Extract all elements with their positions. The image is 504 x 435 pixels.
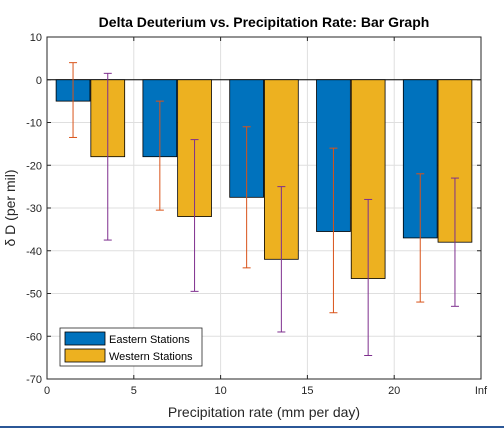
window-bottom-border xyxy=(0,426,504,435)
y-tick-label-5: -40 xyxy=(26,246,42,258)
x-tick-label-3: 15 xyxy=(301,385,313,397)
errorbar-western-4 xyxy=(450,177,459,307)
legend-swatch-0 xyxy=(64,331,106,346)
errorbar-western-1 xyxy=(190,139,199,292)
legend-entry-1: Western Stations xyxy=(109,351,193,363)
y-tick-label-1: 0 xyxy=(36,75,42,87)
chart-title: Delta Deuterium vs. Precipitation Rate: … xyxy=(99,14,430,30)
legend-entry-0: Eastern Stations xyxy=(109,334,190,346)
errorbars-layer xyxy=(69,62,459,356)
x-tick-label-0: 0 xyxy=(44,385,50,397)
axes-box xyxy=(46,36,482,380)
legend: Eastern Stations Western Stations xyxy=(59,327,203,367)
y-tick-label-0: 10 xyxy=(30,32,42,44)
errorbar-eastern-4 xyxy=(416,173,425,303)
x-axis-label: Precipitation rate (mm per day) xyxy=(168,404,360,420)
y-tick-label-8: -70 xyxy=(26,374,42,386)
y-tick-label-6: -50 xyxy=(26,289,42,301)
errorbar-eastern-3 xyxy=(329,147,338,314)
errorbar-western-3 xyxy=(364,198,373,356)
y-axis-label: δ D (per mil) xyxy=(2,169,18,246)
errorbar-western-0 xyxy=(103,72,112,241)
errorbar-eastern-2 xyxy=(242,126,251,269)
tick-labels: 100-10-20-30-40-50-60-700 5 10 15 20 Inf xyxy=(26,32,488,397)
y-tick-label-4: -30 xyxy=(26,203,42,215)
x-tick-label-4: 20 xyxy=(388,385,400,397)
errorbar-western-2 xyxy=(277,186,286,333)
y-tick-label-3: -20 xyxy=(26,160,42,172)
x-tick-label-2: 10 xyxy=(214,385,226,397)
x-tick-label-5: Inf xyxy=(475,385,488,397)
y-tick-label-2: -10 xyxy=(26,118,42,130)
legend-swatch-1 xyxy=(64,348,106,363)
errorbar-eastern-1 xyxy=(155,100,164,211)
y-tick-label-7: -60 xyxy=(26,331,42,343)
x-tick-label-1: 5 xyxy=(131,385,137,397)
errorbar-eastern-0 xyxy=(69,62,78,138)
